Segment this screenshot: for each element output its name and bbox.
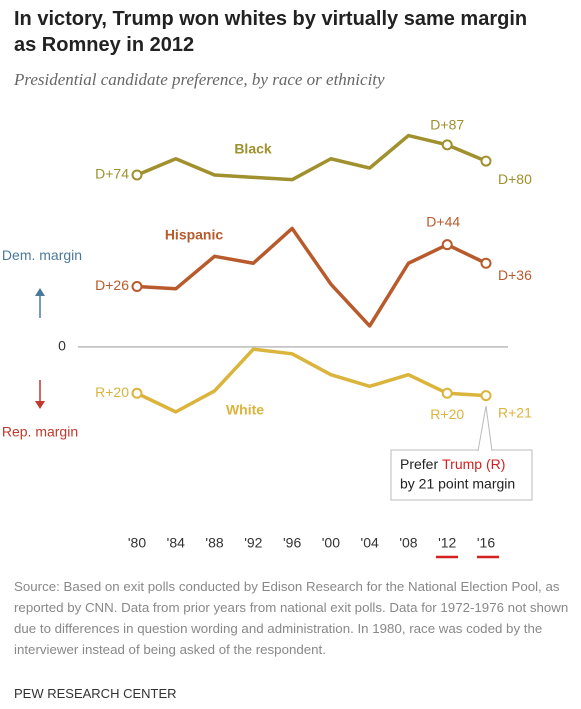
value-label: D+44 [426, 213, 460, 229]
dem-label-text: Dem. margin [2, 247, 82, 263]
x-tick-label: '16 [477, 535, 495, 551]
callout-pointer [477, 405, 493, 452]
value-label: D+87 [430, 117, 464, 133]
value-label: D+80 [498, 171, 532, 187]
rep-label: Rep. margin [2, 424, 78, 440]
point-marker [131, 169, 143, 181]
callout-prefix: Prefer [400, 456, 438, 472]
series-line [136, 226, 487, 328]
chart: Dem. margin Prefer Trump (R) by 21 point … [2, 117, 533, 559]
x-tick-label: '80 [128, 535, 146, 551]
point-marker [131, 387, 143, 399]
x-tick-label: '92 [244, 535, 262, 551]
point-marker [480, 257, 492, 269]
point-marker [131, 280, 143, 292]
value-label: R+20 [430, 406, 464, 422]
value-label: R+20 [95, 384, 129, 400]
footer: PEW RESEARCH CENTER [14, 686, 177, 701]
point-marker [441, 239, 453, 251]
series-name: Hispanic [165, 227, 224, 243]
y-tick-label: 0 [58, 338, 66, 354]
dem-arrow-head [35, 288, 45, 296]
source-note: Source: Based on exit polls conducted by… [14, 579, 569, 657]
x-tick-label: '88 [205, 535, 223, 551]
point-marker [441, 139, 453, 151]
point-marker [480, 155, 492, 167]
x-tick-label: '84 [167, 535, 185, 551]
x-tick-label: '08 [399, 535, 417, 551]
point-marker [441, 387, 453, 399]
point-marker [480, 390, 492, 402]
x-tick-label: '12 [438, 535, 456, 551]
chart-title: In victory, Trump won whites by virtuall… [14, 8, 528, 56]
callout-line1: Prefer Trump (R) [400, 456, 505, 472]
series-line [136, 133, 487, 182]
chart-subtitle: Presidential candidate preference, by ra… [14, 70, 385, 89]
value-label: D+36 [498, 267, 532, 283]
x-tick-label: '04 [361, 535, 379, 551]
x-tick-label: '00 [322, 535, 340, 551]
value-label: D+74 [95, 166, 129, 182]
x-tick-label: '96 [283, 535, 301, 551]
callout-highlight: Trump (R) [442, 456, 505, 472]
value-label: D+26 [95, 277, 129, 293]
series-name: Black [234, 141, 272, 157]
rep-arrow-head [35, 401, 45, 409]
series-name: White [226, 402, 264, 418]
dem-label: Dem. margin [2, 247, 82, 263]
series-line [136, 347, 487, 414]
value-label: R+21 [498, 404, 532, 420]
callout-line2: by 21 point margin [400, 476, 515, 492]
callout-box [390, 449, 533, 501]
